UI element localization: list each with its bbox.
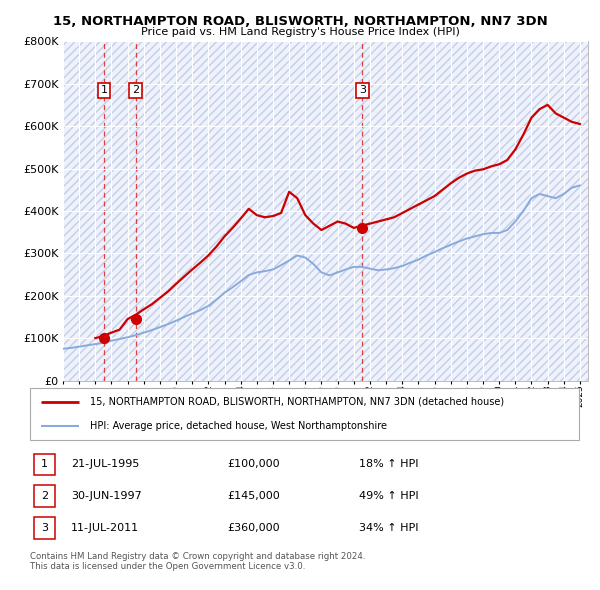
Text: 3: 3 <box>41 523 49 533</box>
Text: 1: 1 <box>41 460 49 470</box>
FancyBboxPatch shape <box>30 388 579 440</box>
Text: 2: 2 <box>132 86 139 96</box>
Text: 18% ↑ HPI: 18% ↑ HPI <box>359 460 419 470</box>
Text: 1: 1 <box>101 86 107 96</box>
Text: 34% ↑ HPI: 34% ↑ HPI <box>359 523 419 533</box>
Text: HPI: Average price, detached house, West Northamptonshire: HPI: Average price, detached house, West… <box>91 421 388 431</box>
Text: 21-JUL-1995: 21-JUL-1995 <box>71 460 140 470</box>
Text: Contains HM Land Registry data © Crown copyright and database right 2024.
This d: Contains HM Land Registry data © Crown c… <box>30 552 365 571</box>
Text: 3: 3 <box>359 86 366 96</box>
FancyBboxPatch shape <box>34 486 55 507</box>
Text: 49% ↑ HPI: 49% ↑ HPI <box>359 491 419 501</box>
Text: £145,000: £145,000 <box>227 491 280 501</box>
Text: 11-JUL-2011: 11-JUL-2011 <box>71 523 139 533</box>
Text: £100,000: £100,000 <box>227 460 280 470</box>
Text: 2: 2 <box>41 491 49 501</box>
FancyBboxPatch shape <box>34 517 55 539</box>
Text: Price paid vs. HM Land Registry's House Price Index (HPI): Price paid vs. HM Land Registry's House … <box>140 27 460 37</box>
FancyBboxPatch shape <box>34 454 55 476</box>
Text: 15, NORTHAMPTON ROAD, BLISWORTH, NORTHAMPTON, NN7 3DN: 15, NORTHAMPTON ROAD, BLISWORTH, NORTHAM… <box>53 15 547 28</box>
Text: 15, NORTHAMPTON ROAD, BLISWORTH, NORTHAMPTON, NN7 3DN (detached house): 15, NORTHAMPTON ROAD, BLISWORTH, NORTHAM… <box>91 396 505 407</box>
Text: 30-JUN-1997: 30-JUN-1997 <box>71 491 142 501</box>
Text: £360,000: £360,000 <box>227 523 280 533</box>
